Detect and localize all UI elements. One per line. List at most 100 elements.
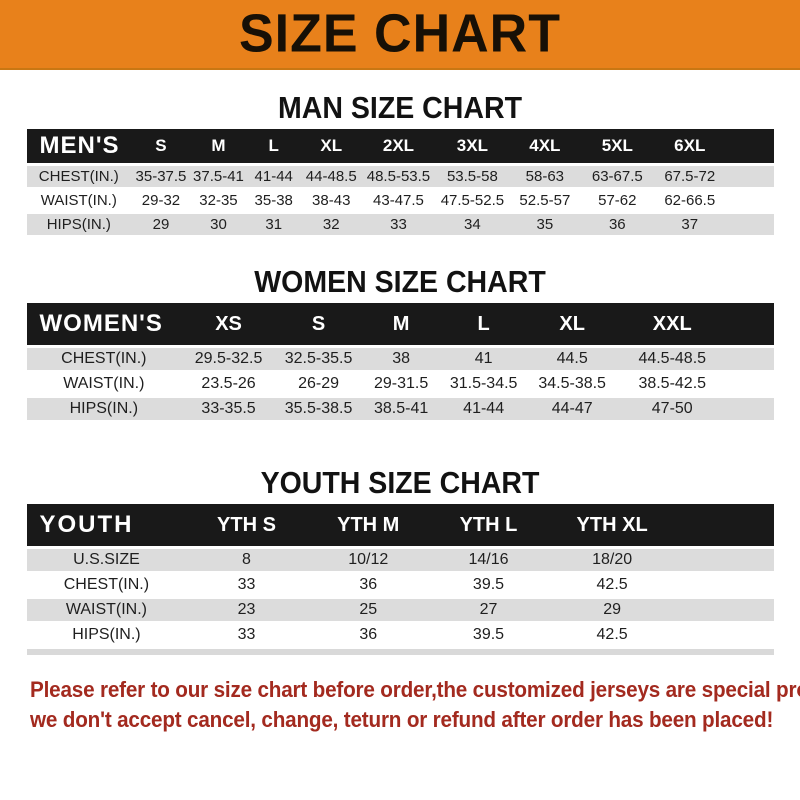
size-cell: 29-31.5 (361, 373, 442, 395)
table-row: WAIST(IN.) 29-32 32-35 35-38 38-43 43-47.5 47.… (26, 190, 774, 211)
column-header: YTH S (186, 504, 307, 546)
size-cell: 44-47 (526, 398, 619, 420)
womens-section-heading: WOMEN SIZE CHART (254, 264, 546, 299)
size-cell: 47-50 (618, 398, 727, 420)
footer-note: Please refer to our size chart before or… (30, 675, 800, 735)
cell-filler (677, 624, 774, 646)
cell-filler (725, 190, 774, 211)
size-chart-banner: SIZE CHART (0, 0, 800, 70)
mens-size-table: MEN'S S M L XL 2XL 3XL 4XL 5XL 6XL CHEST(IN.) 35-3… (26, 126, 774, 238)
size-cell: 32 (301, 214, 362, 235)
size-cell: 32-35 (190, 190, 247, 211)
header-filler (677, 504, 774, 546)
size-cell: 39.5 (429, 574, 548, 596)
size-cell: 23 (186, 599, 307, 621)
row-label: CHEST(IN.) (26, 348, 182, 370)
size-cell: 58-63 (509, 166, 581, 187)
column-header: XL (526, 303, 619, 345)
size-cell: 23.5-26 (181, 373, 276, 395)
row-label: WAIST(IN.) (26, 373, 182, 395)
header-filler (726, 303, 774, 345)
table-row: CHEST(IN.) 35-37.5 37.5-41 41-44 44-48.5 48.5… (26, 166, 774, 187)
column-header: S (131, 129, 191, 163)
footer-line-1: Please refer to our size chart before or… (30, 677, 800, 702)
row-label: CHEST(IN.) (26, 166, 132, 187)
size-cell: 57-62 (580, 190, 654, 211)
size-cell: 29.5-32.5 (181, 348, 276, 370)
row-label: HIPS(IN.) (26, 398, 182, 420)
size-cell: 44.5-48.5 (618, 348, 727, 370)
header-filler (725, 129, 774, 163)
table-row: WAIST(IN.) 23.5-26 26-29 29-31.5 31.5-34.5 34… (26, 373, 774, 395)
table-row: HIPS(IN.) 29 30 31 32 33 34 35 36 37 (26, 214, 774, 235)
column-header: 6XL (653, 129, 726, 163)
youth-size-table: YOUTH YTH S YTH M YTH L YTH XL U.S.SIZE 8 10/1… (26, 501, 774, 649)
size-cell: 33 (361, 214, 436, 235)
column-header: 3XL (435, 129, 509, 163)
womens-size-table: WOMEN'S XS S M L XL XXL CHEST(IN.) 29.5-32.5 32.… (26, 300, 774, 423)
footer-line-2: we don't accept cancel, change, teturn o… (30, 707, 774, 732)
column-header: M (190, 129, 247, 163)
column-header: 4XL (509, 129, 581, 163)
size-cell: 41 (441, 348, 527, 370)
size-cell: 63-67.5 (580, 166, 654, 187)
size-cell: 30 (190, 214, 247, 235)
size-cell: 26-29 (275, 373, 362, 395)
size-cell: 29 (547, 599, 678, 621)
row-label: CHEST(IN.) (26, 574, 187, 596)
size-cell: 33 (186, 624, 307, 646)
column-header: 2XL (361, 129, 436, 163)
column-header: XL (301, 129, 362, 163)
cell-filler (726, 398, 774, 420)
size-cell: 35 (509, 214, 581, 235)
size-cell: 35-38 (246, 190, 302, 211)
table-row: CHEST(IN.) 33 36 39.5 42.5 (26, 574, 774, 596)
size-cell: 43-47.5 (361, 190, 436, 211)
column-header: YTH L (429, 504, 548, 546)
table-label: MEN'S (26, 129, 132, 163)
size-cell: 14/16 (429, 549, 548, 571)
table-row: WAIST(IN.) 23 25 27 29 (26, 599, 774, 621)
banner-title: SIZE CHART (239, 3, 561, 65)
size-cell: 29-32 (131, 190, 191, 211)
column-header: L (246, 129, 302, 163)
table-header-row: YOUTH YTH S YTH M YTH L YTH XL (26, 504, 774, 546)
column-header: 5XL (580, 129, 654, 163)
size-cell: 29 (131, 214, 191, 235)
size-cell: 47.5-52.5 (435, 190, 509, 211)
column-header: L (441, 303, 527, 345)
size-cell: 62-66.5 (653, 190, 726, 211)
size-cell: 38-43 (301, 190, 362, 211)
size-cell: 35.5-38.5 (275, 398, 362, 420)
youth-section-heading: YOUTH SIZE CHART (260, 465, 540, 500)
size-cell: 25 (306, 599, 430, 621)
table-row: HIPS(IN.) 33-35.5 35.5-38.5 38.5-41 41-44 44-… (26, 398, 774, 420)
size-cell: 42.5 (547, 624, 678, 646)
cell-filler (725, 214, 774, 235)
column-header: XS (181, 303, 276, 345)
size-cell: 37 (653, 214, 726, 235)
size-cell: 34 (435, 214, 509, 235)
size-cell: 48.5-53.5 (361, 166, 436, 187)
table-label: YOUTH (26, 504, 187, 546)
size-cell: 39.5 (429, 624, 548, 646)
row-label: HIPS(IN.) (26, 624, 187, 646)
size-cell: 53.5-58 (435, 166, 509, 187)
row-label: U.S.SIZE (26, 549, 187, 571)
size-cell: 37.5-41 (190, 166, 247, 187)
size-cell: 8 (186, 549, 307, 571)
size-cell: 32.5-35.5 (275, 348, 362, 370)
column-header: XXL (618, 303, 727, 345)
size-cell: 33-35.5 (181, 398, 276, 420)
size-cell: 67.5-72 (653, 166, 726, 187)
column-header: YTH M (306, 504, 430, 546)
size-cell: 41-44 (246, 166, 302, 187)
table-bottom-strip (26, 649, 774, 655)
size-cell: 36 (306, 624, 430, 646)
row-label: WAIST(IN.) (26, 599, 187, 621)
cell-filler (677, 574, 774, 596)
size-cell: 36 (306, 574, 430, 596)
column-header: M (361, 303, 442, 345)
row-label: WAIST(IN.) (26, 190, 132, 211)
size-cell: 38.5-42.5 (618, 373, 727, 395)
